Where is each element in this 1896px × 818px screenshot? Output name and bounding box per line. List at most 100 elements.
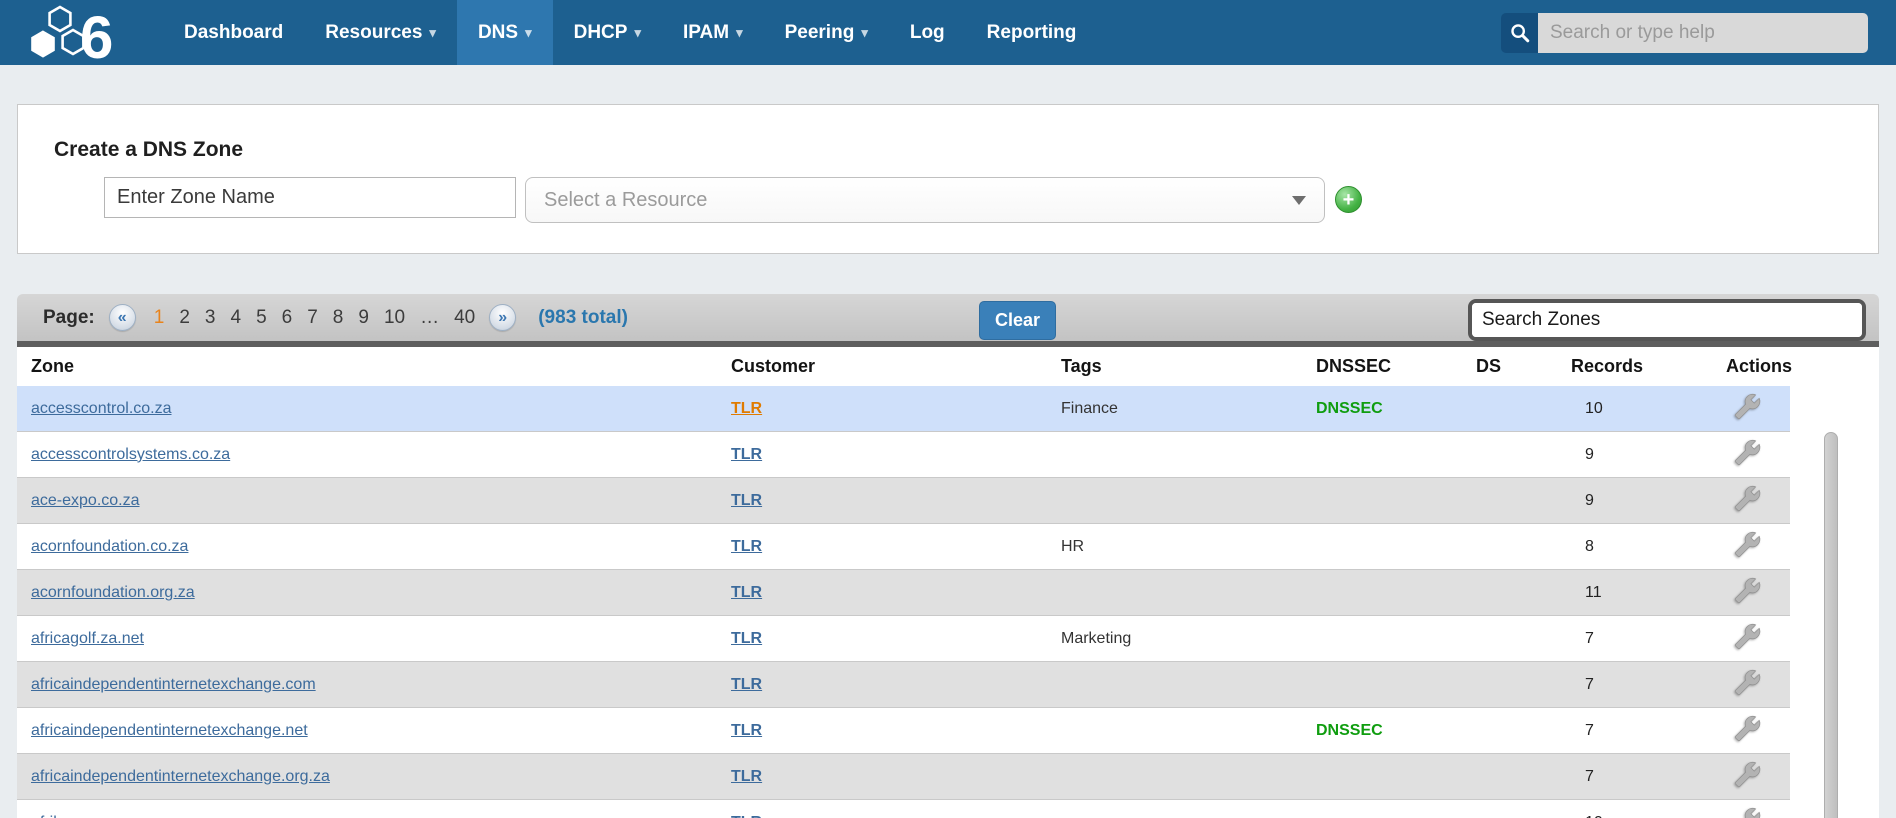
zones-table-header: Zone Customer Tags DNSSEC DS Records Act…: [17, 347, 1879, 386]
wrench-icon[interactable]: [1734, 669, 1761, 696]
customer-link[interactable]: TLR: [731, 629, 763, 647]
table-row: ace-expo.co.za TLR 9: [17, 478, 1790, 524]
zones-table-body: accesscontrol.co.za TLR Finance DNSSEC 1…: [17, 386, 1879, 818]
header-ds[interactable]: DS: [1476, 356, 1502, 376]
chevron-down-icon: ▾: [429, 24, 436, 40]
customer-link[interactable]: TLR: [731, 767, 763, 785]
table-row: accesscontrol.co.za TLR Finance DNSSEC 1…: [17, 386, 1790, 432]
page-number[interactable]: 2: [179, 306, 190, 328]
prev-page-button[interactable]: «: [108, 304, 136, 331]
zone-link[interactable]: accesscontrolsystems.co.za: [31, 445, 231, 463]
tags-cell: Marketing: [1061, 629, 1132, 647]
zone-link[interactable]: acornfoundation.co.za: [31, 537, 189, 555]
page-number[interactable]: 40: [454, 306, 476, 328]
page-number[interactable]: 7: [307, 306, 318, 328]
page-number[interactable]: 4: [230, 306, 242, 328]
customer-link[interactable]: TLR: [731, 491, 763, 509]
nav-item-reporting[interactable]: Reporting: [986, 21, 1077, 43]
header-zone[interactable]: Zone: [31, 356, 74, 376]
records-cell: 9: [1585, 445, 1594, 463]
wrench-icon[interactable]: [1734, 623, 1761, 650]
records-cell: 11: [1585, 583, 1602, 601]
zone-link[interactable]: ace-expo.co.za: [31, 491, 140, 509]
wrench-icon[interactable]: [1734, 393, 1761, 420]
resource-select-placeholder: Select a Resource: [544, 188, 708, 211]
customer-link[interactable]: TLR: [731, 814, 762, 818]
nav-item-peering[interactable]: Peering ▾: [784, 21, 868, 43]
page-number[interactable]: 8: [332, 306, 344, 328]
page-numbers: 1 2 3 4 5 6 7 8 9 10 … 40: [154, 307, 475, 329]
wrench-icon[interactable]: [1734, 577, 1761, 604]
dnssec-badge: DNSSEC: [1316, 721, 1383, 739]
zone-link[interactable]: acornfoundation.org.za: [31, 583, 195, 601]
chevron-down-icon: ▾: [525, 24, 532, 40]
customer-link[interactable]: TLR: [731, 583, 763, 601]
wrench-icon[interactable]: [1734, 485, 1761, 512]
dnssec-badge: DNSSEC: [1316, 399, 1383, 417]
nav-item-dhcp[interactable]: DHCP ▾: [573, 21, 641, 43]
zone-name-input[interactable]: [104, 177, 516, 218]
page-number[interactable]: 10: [383, 306, 406, 328]
customer-link[interactable]: TLR: [731, 445, 763, 463]
panel-title: Create a DNS Zone: [54, 138, 244, 161]
records-cell: 7: [1585, 721, 1594, 739]
chevron-down-icon: [1292, 195, 1306, 205]
page-number[interactable]: 3: [204, 306, 216, 328]
customer-link[interactable]: TLR: [731, 675, 763, 693]
table-row: africaindependentinternetexchange.com TL…: [17, 662, 1790, 708]
customer-link[interactable]: TLR: [731, 721, 763, 739]
pagination-bar: Page: « 1 2 3 4 5 6 7 8 9 10 … 40 » (983…: [17, 294, 1879, 347]
wrench-icon[interactable]: [1734, 761, 1761, 788]
header-tags[interactable]: Tags: [1061, 356, 1102, 376]
table-row: africagolf.za.net TLR Marketing 7: [17, 616, 1790, 662]
nav-item-log[interactable]: Log: [909, 21, 945, 43]
wrench-icon[interactable]: [1734, 715, 1761, 742]
page-number[interactable]: 1: [153, 306, 165, 328]
header-dnssec[interactable]: DNSSEC: [1316, 356, 1392, 376]
records-cell: 10: [1585, 399, 1603, 417]
6connect-logo[interactable]: 6: [0, 0, 135, 65]
table-row: afrikaans.co.za TLR 10: [17, 800, 1790, 818]
zone-link[interactable]: afrikaans.co.za: [31, 814, 139, 818]
records-cell: 10: [1571, 814, 1726, 818]
chevron-down-icon: ▾: [861, 24, 868, 40]
customer-link[interactable]: TLR: [731, 537, 763, 555]
page-number[interactable]: 6: [281, 306, 293, 328]
search-icon: [1501, 12, 1538, 53]
customer-link[interactable]: TLR: [731, 399, 763, 417]
tags-cell: Finance: [1061, 399, 1118, 417]
nav-item-ipam[interactable]: IPAM ▾: [682, 21, 743, 43]
clear-button[interactable]: Clear: [979, 301, 1057, 340]
header-actions[interactable]: Actions: [1726, 356, 1793, 376]
header-customer[interactable]: Customer: [731, 356, 816, 376]
tags-cell: HR: [1061, 537, 1085, 555]
table-row: africaindependentinternetexchange.org.za…: [17, 754, 1790, 800]
page-number[interactable]: 9: [358, 306, 369, 328]
search-zones-input[interactable]: [1472, 303, 1862, 337]
nav-item-dashboard[interactable]: Dashboard: [184, 21, 284, 43]
table-row: africaindependentinternetexchange.net TL…: [17, 708, 1790, 754]
page-number[interactable]: 5: [256, 306, 267, 328]
next-page-button[interactable]: »: [489, 304, 517, 331]
table-row: accesscontrolsystems.co.za TLR 9: [17, 432, 1790, 478]
plus-icon: +: [1342, 188, 1355, 211]
add-zone-button[interactable]: +: [1335, 186, 1362, 213]
wrench-icon[interactable]: [1734, 531, 1761, 558]
zone-link[interactable]: africaindependentinternetexchange.org.za: [31, 767, 330, 785]
navbar-search: [1501, 0, 1868, 65]
header-records[interactable]: Records: [1571, 356, 1644, 376]
nav-item-resources[interactable]: Resources ▾: [325, 21, 436, 43]
wrench-icon[interactable]: [1734, 439, 1761, 466]
zone-link[interactable]: africaindependentinternetexchange.net: [31, 721, 308, 739]
wrench-icon[interactable]: [1734, 807, 1761, 818]
hexagon-logo-icon: 6: [31, 4, 113, 63]
nav-item-dns[interactable]: DNS ▾: [456, 0, 553, 65]
zone-link[interactable]: africagolf.za.net: [31, 629, 144, 647]
zone-link[interactable]: accesscontrol.co.za: [31, 399, 172, 417]
create-dns-zone-panel: Create a DNS Zone Select a Resource +: [17, 104, 1879, 254]
records-cell: 7: [1585, 675, 1594, 693]
zone-link[interactable]: africaindependentinternetexchange.com: [31, 675, 316, 693]
global-search-input[interactable]: [1538, 12, 1868, 53]
vertical-scrollbar-thumb[interactable]: [1824, 432, 1838, 818]
resource-select[interactable]: Select a Resource: [525, 177, 1325, 223]
